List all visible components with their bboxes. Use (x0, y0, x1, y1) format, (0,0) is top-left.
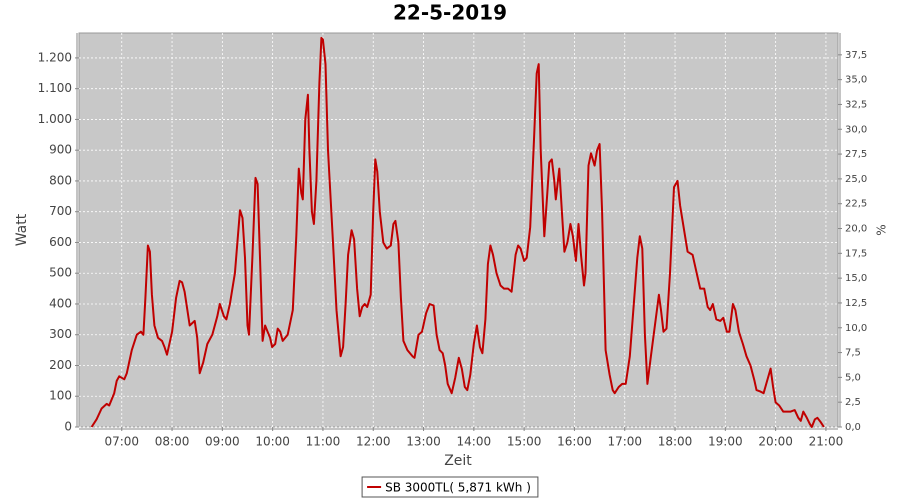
x-tick-label: 15:00 (507, 435, 542, 449)
x-tick-label: 13:00 (406, 435, 441, 449)
y2-tick-label: 25,0 (845, 174, 867, 185)
plot-area (78, 32, 839, 428)
x-tick-label: 12:00 (356, 435, 391, 449)
y2-tick-label: 0,0 (845, 422, 861, 433)
x-tick-label: 07:00 (104, 435, 139, 449)
y2-tick-label: 15,0 (845, 273, 867, 284)
y2-tick-label: 2,5 (845, 397, 861, 408)
x-tick-label: 08:00 (155, 435, 190, 449)
y2-tick-label: 17,5 (845, 248, 867, 259)
y2-tick-label: 37,5 (845, 50, 867, 61)
x-tick-label: 17:00 (607, 435, 642, 449)
legend (361, 476, 539, 498)
y2-tick-label: 5,0 (845, 372, 861, 383)
y2-tick-label: 27,5 (845, 149, 867, 160)
x-tick-label: 10:00 (255, 435, 290, 449)
y-tick-label: 300 (49, 327, 72, 341)
y2-tick-label: 7,5 (845, 348, 861, 359)
x-axis-label: Zeit (444, 453, 472, 469)
series-line (90, 36, 825, 428)
y-tick-label: 1.200 (38, 50, 72, 64)
legend-label: SB 3000TL( 5,871 kWh ) (385, 481, 531, 495)
y2-tick-label: 35,0 (845, 75, 867, 86)
y2-tick-label: 12,5 (845, 298, 867, 309)
y-tick-label: 800 (49, 173, 72, 187)
y-tick-label: 900 (49, 143, 72, 157)
y-tick-label: 200 (49, 358, 72, 372)
y-tick-label: 100 (49, 389, 72, 403)
y2-tick-label: 22,5 (845, 199, 867, 210)
y2-tick-label: 30,0 (845, 124, 867, 135)
x-tick-label: 14:00 (457, 435, 492, 449)
y2-axis-label: % (875, 224, 889, 235)
x-tick-label: 16:00 (557, 435, 592, 449)
y-tick-label: 1.100 (38, 81, 72, 95)
y-axis-label: Watt (14, 213, 30, 246)
x-tick-label: 20:00 (758, 435, 793, 449)
chart-title: 22-5-2019 (393, 1, 507, 25)
y-tick-label: 1.000 (38, 112, 72, 126)
y-tick-label: 0 (64, 420, 72, 434)
x-tick-label: 18:00 (658, 435, 693, 449)
y2-tick-label: 32,5 (845, 99, 867, 110)
y2-tick-label: 20,0 (845, 224, 867, 235)
x-tick-label: 09:00 (205, 435, 240, 449)
y-tick-label: 700 (49, 204, 72, 218)
y-tick-label: 600 (49, 235, 72, 249)
x-tick-label: 21:00 (809, 435, 844, 449)
y2-tick-label: 10,0 (845, 323, 867, 334)
y-tick-label: 400 (49, 296, 72, 310)
y-tick-label: 500 (49, 266, 72, 280)
x-tick-label: 11:00 (306, 435, 341, 449)
x-tick-label: 19:00 (708, 435, 743, 449)
